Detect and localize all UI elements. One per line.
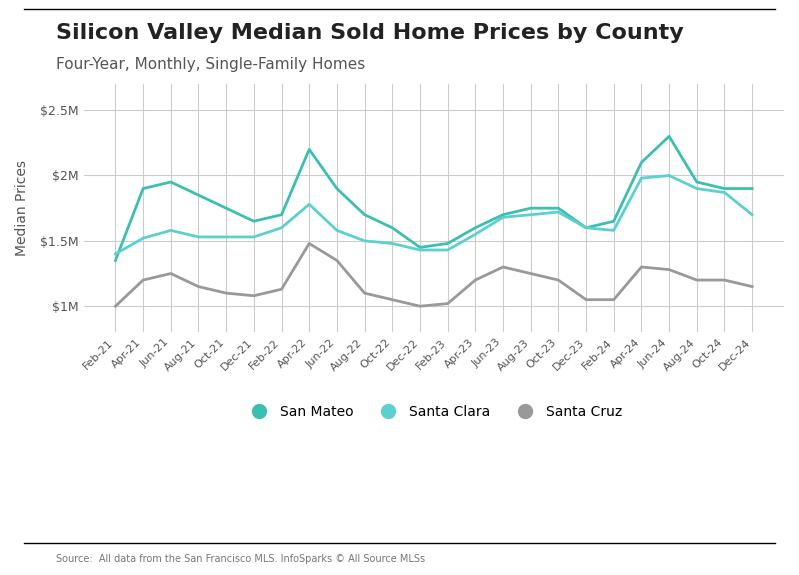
Text: Four-Year, Monthly, Single-Family Homes: Four-Year, Monthly, Single-Family Homes [56,58,365,72]
Text: Silicon Valley Median Sold Home Prices by County: Silicon Valley Median Sold Home Prices b… [56,23,684,43]
Text: Source:  All data from the San Francisco MLS. InfoSparks © All Source MLSs: Source: All data from the San Francisco … [56,554,425,564]
Y-axis label: Median Prices: Median Prices [15,160,29,256]
Legend: San Mateo, Santa Clara, Santa Cruz: San Mateo, Santa Clara, Santa Cruz [240,400,628,425]
